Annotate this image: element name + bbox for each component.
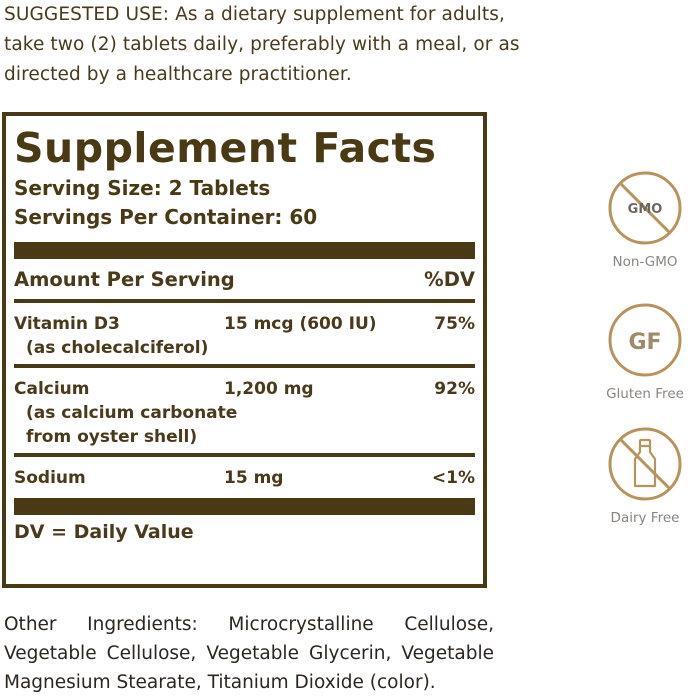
nutrient-name: Sodium — [14, 468, 86, 488]
badge-gluten-free: GF Gluten Free — [600, 302, 690, 402]
non-gmo-icon: GMO — [608, 171, 682, 245]
nutrient-name: Vitamin D3 — [14, 314, 120, 334]
servings-per-container: Servings Per Container: 60 — [14, 205, 318, 229]
nutrient-source: (as cholecalciferol) — [26, 338, 209, 358]
other-ingredients-text: Other Ingredients: Microcrystalline Cell… — [4, 614, 494, 693]
dairy-free-icon — [608, 427, 682, 501]
amount-header-row: Amount Per Serving %DV — [14, 265, 475, 295]
nutrient-source: from oyster shell) — [26, 427, 198, 447]
badge-label: Non-GMO — [612, 254, 678, 270]
nutrient-amount: 15 mg — [224, 468, 284, 488]
badge-dairy-free: Dairy Free — [600, 426, 690, 526]
nutrient-row-sodium: Sodium 15 mg <1% — [14, 457, 475, 494]
divider-thin — [14, 453, 475, 457]
badge-label: Dairy Free — [610, 510, 680, 526]
suggested-use-text: SUGGESTED USE: As a dietary supplement f… — [4, 4, 520, 85]
nutrient-dv: 92% — [434, 379, 475, 399]
facts-title: Supplement Facts — [14, 124, 437, 172]
nutrient-dv: 75% — [434, 314, 475, 334]
nutrient-dv: <1% — [431, 468, 475, 488]
badge-non-gmo: GMO Non-GMO — [600, 170, 690, 270]
divider-thick — [14, 498, 475, 515]
gmo-icon-text: GMO — [628, 202, 663, 217]
divider-thin — [14, 364, 475, 368]
nutrient-source: (as calcium carbonate — [26, 403, 238, 423]
dv-header-label: %DV — [424, 268, 475, 291]
divider-thick — [14, 242, 475, 259]
badge-label: Gluten Free — [606, 386, 684, 402]
amount-per-serving-label: Amount Per Serving — [14, 268, 235, 291]
supplement-facts-panel: Supplement Facts Serving Size: 2 Tablets… — [2, 112, 487, 588]
nutrient-amount: 15 mcg (600 IU) — [224, 314, 377, 334]
nutrient-row-vitamin-d3: Vitamin D3 15 mcg (600 IU) 75% (as chole… — [14, 303, 475, 364]
nutrient-row-calcium: Calcium 1,200 mg 92% (as calcium carbona… — [14, 368, 475, 453]
gluten-free-icon: GF — [608, 303, 682, 377]
gf-icon-text: GF — [628, 330, 661, 355]
serving-size: Serving Size: 2 Tablets — [14, 176, 271, 200]
nutrient-amount: 1,200 mg — [224, 379, 314, 399]
nutrient-name: Calcium — [14, 379, 90, 399]
daily-value-footnote: DV = Daily Value — [14, 521, 194, 543]
divider-thin — [14, 299, 475, 303]
